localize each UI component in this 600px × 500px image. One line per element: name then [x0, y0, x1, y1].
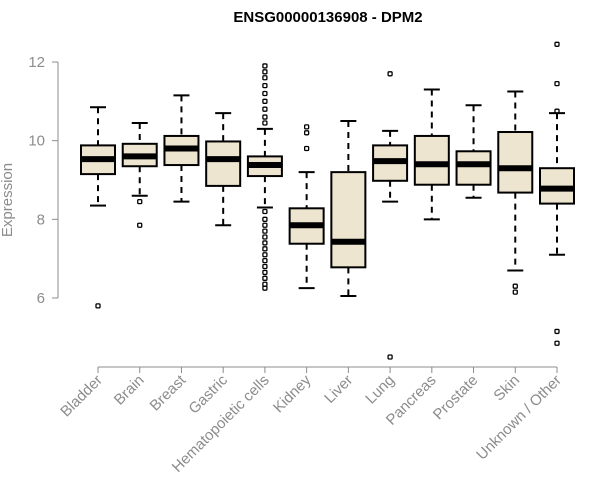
category-label: Bladder: [57, 372, 106, 421]
outlier-point: [262, 98, 268, 104]
outlier-point: [262, 82, 268, 89]
outlier-point: [554, 80, 560, 87]
box-4: [246, 63, 283, 291]
y-tick-label: 6: [37, 290, 45, 307]
outlier-point: [554, 108, 560, 114]
outlier-point: [262, 216, 268, 222]
iqr-box: [497, 131, 534, 194]
outlier-point: [95, 303, 101, 309]
outlier-point: [262, 246, 268, 252]
category-label: Liver: [321, 372, 356, 407]
outlier-point: [262, 269, 268, 276]
category-label: Brain: [111, 372, 148, 409]
outlier-point: [262, 114, 268, 120]
box-10: [497, 90, 534, 295]
iqr-box: [205, 140, 242, 187]
outlier-point: [262, 240, 268, 246]
box-5: [288, 124, 325, 290]
box-11: [539, 41, 575, 346]
outlier-point: [262, 263, 268, 270]
box-9: [455, 104, 492, 199]
outlier-point: [262, 234, 268, 240]
y-tick-label: 10: [28, 133, 45, 150]
outlier-point: [554, 328, 560, 335]
box-1: [121, 121, 158, 228]
outlier-point: [262, 63, 268, 69]
outlier-point: [262, 285, 268, 291]
outlier-point: [262, 222, 268, 228]
outlier-point: [262, 69, 268, 75]
category-label: Lung: [362, 372, 398, 408]
outlier-point: [303, 145, 310, 152]
outlier-point: [262, 106, 268, 112]
outlier-point: [262, 275, 268, 281]
iqr-box: [413, 134, 450, 186]
box-7: [372, 71, 409, 360]
outlier-point: [262, 90, 268, 97]
outlier-point: [512, 289, 518, 295]
outlier-point: [512, 283, 518, 289]
iqr-box: [455, 150, 492, 186]
box-6: [330, 120, 367, 298]
y-tick-label: 12: [28, 54, 45, 71]
outlier-point: [262, 208, 268, 215]
category-label: Breast: [147, 371, 190, 414]
chart-title: ENSG00000136908 - DPM2: [233, 9, 422, 26]
y-axis-label: Expression: [0, 163, 16, 237]
outlier-point: [303, 130, 310, 136]
y-tick-label: 8: [37, 211, 45, 228]
outlier-point: [387, 71, 393, 77]
outlier-point: [262, 75, 268, 81]
category-label: Kidney: [270, 371, 315, 416]
outlier-point: [262, 252, 268, 258]
outlier-point: [262, 120, 268, 126]
category-label: Skin: [490, 372, 523, 405]
outlier-point: [262, 228, 268, 234]
outlier-point: [554, 340, 560, 346]
box-3: [205, 112, 242, 227]
box-2: [163, 94, 200, 203]
box-0: [80, 106, 116, 309]
outlier-point: [303, 124, 310, 130]
outlier-point: [137, 222, 143, 228]
iqr-box: [330, 171, 367, 269]
box-8: [413, 88, 450, 221]
outlier-point: [387, 354, 393, 360]
outlier-point: [137, 198, 143, 205]
outlier-point: [262, 257, 268, 264]
boxes-group: [80, 41, 575, 360]
y-axis-ticks: 6 8 10 12: [28, 54, 58, 307]
category-label: Prostate: [430, 372, 482, 424]
outlier-point: [554, 41, 560, 47]
